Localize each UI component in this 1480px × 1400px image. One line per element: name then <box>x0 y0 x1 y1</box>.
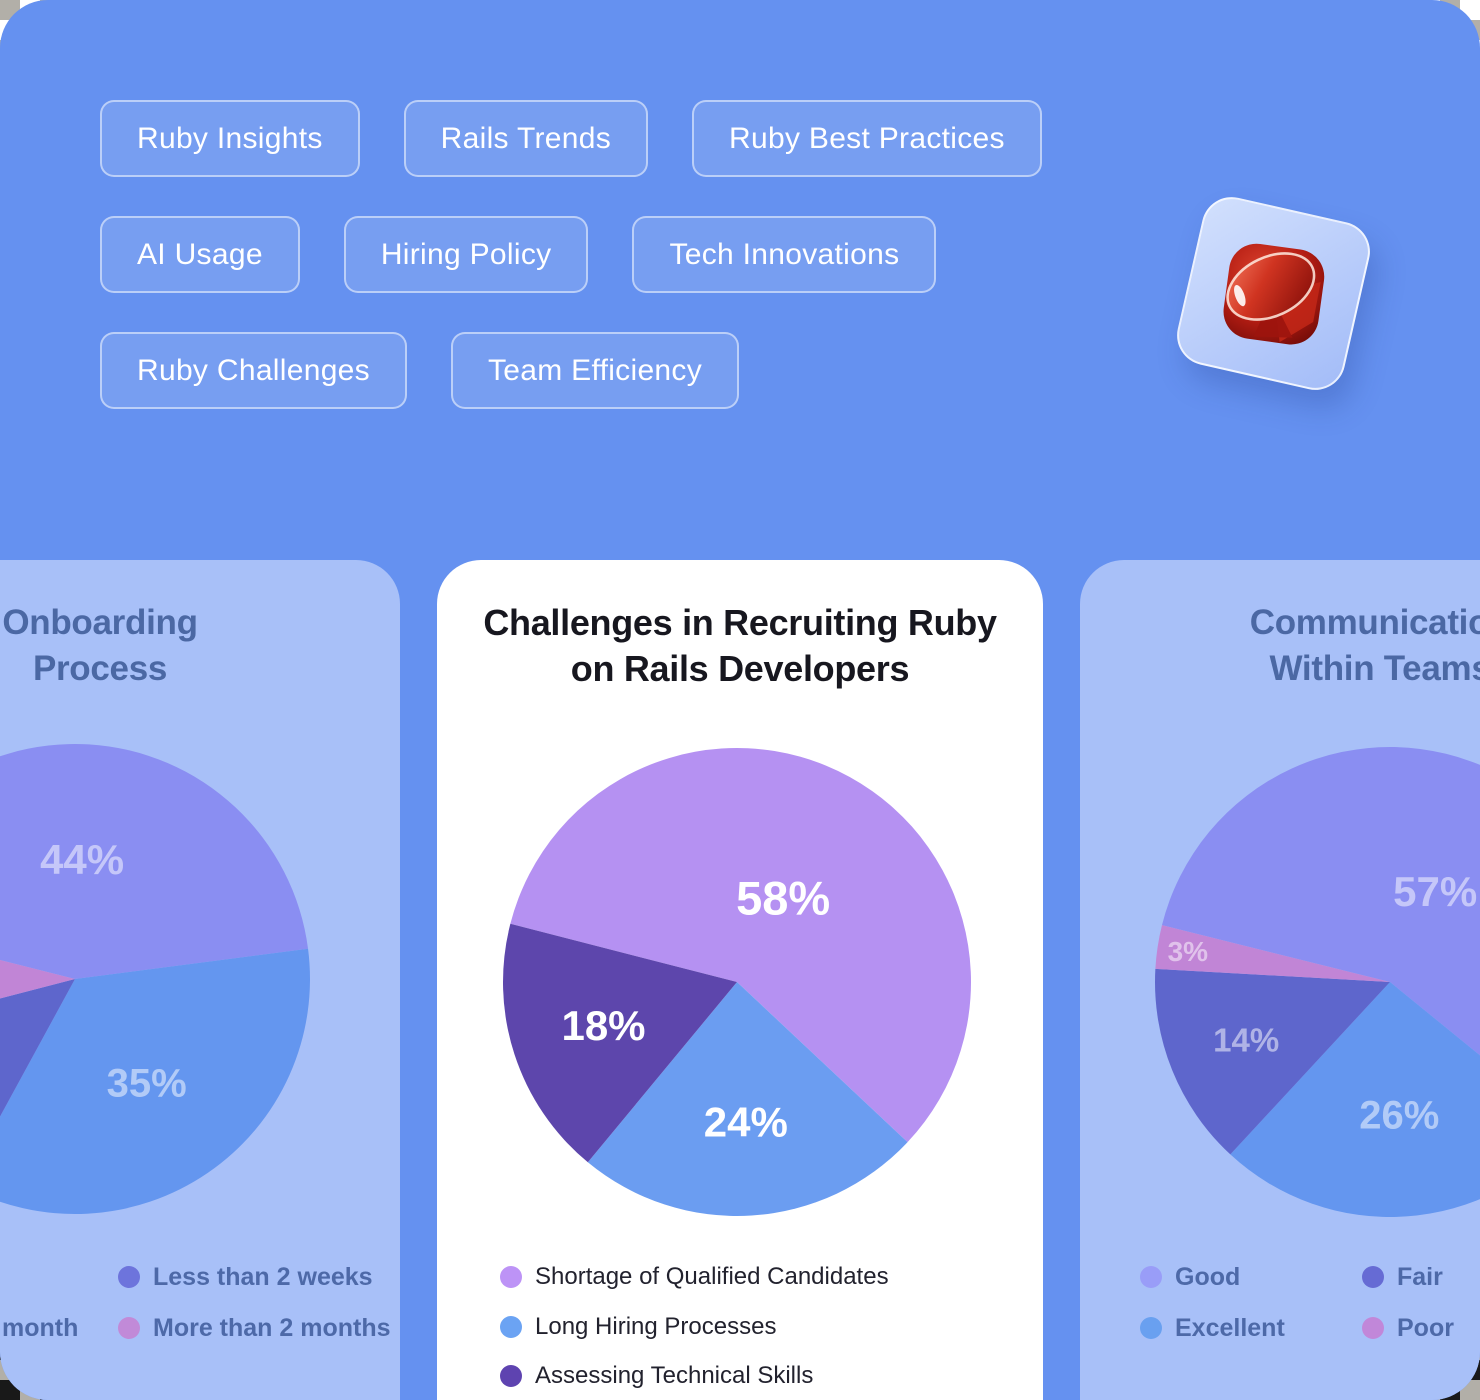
pie-chart-recruiting-challenges: 58% 24% 18% <box>502 747 971 1216</box>
pie-slice-value-label: 58% <box>736 871 830 924</box>
legend-label: month <box>2 1314 79 1342</box>
tag-chip-ruby-best-practices[interactable]: Ruby Best Practices <box>692 100 1042 177</box>
legend-item-long-hiring-processes: Long Hiring Processes <box>500 1312 776 1342</box>
legend-dot-icon <box>1362 1317 1384 1339</box>
pie-slice-segment-1 <box>0 948 310 1214</box>
card-recruiting-challenges: 58% 24% 18% Challenges in Recruiting Ruby … <box>437 560 1043 1400</box>
tag-chip-tech-innovations[interactable]: Tech Innovations <box>632 216 937 293</box>
legend-item-poor: Poor <box>1362 1313 1454 1343</box>
ruby-logo <box>1171 191 1376 396</box>
tag-chip-ruby-insights[interactable]: Ruby Insights <box>100 100 360 177</box>
legend-item-shortage-of-qualified-candidates: Shortage of Qualified Candidates <box>500 1262 889 1292</box>
pie-slice-long-hiring-processes <box>587 982 908 1216</box>
tag-row-3: Ruby Challenges Team Efficiency <box>100 332 1042 409</box>
tag-list: Ruby Insights Rails Trends Ruby Best Pract… <box>100 100 1042 448</box>
legend-label: Assessing Technical Skills <box>535 1362 814 1389</box>
legend-dot-icon <box>1140 1317 1162 1339</box>
legend-label: Good <box>1175 1263 1241 1291</box>
legend-label: Poor <box>1397 1314 1454 1342</box>
pie-slice-value-label: 14% <box>1213 1022 1279 1059</box>
pie-slice-segment-0 <box>0 744 309 979</box>
legend-dot-icon <box>1140 1266 1162 1288</box>
tag-chip-team-efficiency[interactable]: Team Efficiency <box>450 332 740 409</box>
pie-chart-onboarding: 44% 35% <box>0 744 310 1214</box>
pie-slice-value-label: 3% <box>1168 936 1209 967</box>
pie-slice-value-label: 35% <box>107 1062 187 1106</box>
tag-chip-ruby-challenges[interactable]: Ruby Challenges <box>100 332 407 409</box>
legend-item-fair: Fair <box>1362 1262 1443 1292</box>
pie-slice-value-label: 26% <box>1359 1094 1439 1138</box>
legend-label: Excellent <box>1175 1314 1285 1342</box>
ruby-gem-icon <box>1223 243 1324 344</box>
pie-slice-more-than-2-months <box>0 960 75 999</box>
pie-slice-value-label: 18% <box>561 1002 645 1049</box>
legend-item-good: Good <box>1140 1262 1240 1292</box>
tag-chip-hiring-policy[interactable]: Hiring Policy <box>343 216 589 293</box>
pie-slice-assessing-technical-skills <box>502 923 737 1163</box>
legend-item-less-than-2-weeks: Less than 2 weeks <box>118 1262 373 1292</box>
legend-item-excellent: Excellent <box>1140 1313 1285 1343</box>
legend-label: Less than 2 weeks <box>153 1263 373 1291</box>
card-title: Communication Within Teams <box>1249 603 1480 688</box>
legend-dot-icon <box>500 1316 522 1338</box>
pie-slice-value-label: 57% <box>1393 868 1477 915</box>
legend-dot-icon <box>118 1266 140 1288</box>
card-onboarding-process: 44% 35% Onboarding Process Less than 2 we… <box>0 560 400 1400</box>
card-title: Onboarding Process <box>2 603 198 688</box>
legend-item-month: month <box>0 1313 78 1343</box>
pie-slice-excellent <box>1230 982 1480 1217</box>
legend-dot-icon <box>118 1317 140 1339</box>
pie-slice-shortage-of-qualified-candidates <box>510 747 971 1143</box>
legend-dot-icon <box>500 1365 522 1387</box>
pie-slice-value-label: 44% <box>40 836 124 883</box>
legend-dot-icon <box>1362 1266 1384 1288</box>
legend-item-more-than-2-months: More than 2 months <box>118 1313 391 1343</box>
legend-label: More than 2 months <box>153 1314 391 1342</box>
legend-label: Shortage of Qualified Candidates <box>535 1263 889 1290</box>
pie-slice-value-label: 24% <box>704 1099 788 1146</box>
pie-slice-poor <box>1155 925 1390 982</box>
card-title: Challenges in Recruiting Ruby on Rails D… <box>483 602 997 689</box>
tag-row-2: AI Usage Hiring Policy Tech Innovations <box>100 216 1042 293</box>
legend-label: Long Hiring Processes <box>535 1313 777 1340</box>
card-communication-within-teams: 57% 26% 14% 3% Communication Within Teams G… <box>1080 560 1480 1400</box>
pie-chart-communication: 57% 26% 14% 3% <box>1155 747 1480 1217</box>
pie-slice-good <box>1161 747 1480 1056</box>
tag-chip-rails-trends[interactable]: Rails Trends <box>403 100 649 177</box>
tag-row-1: Ruby Insights Rails Trends Ruby Best Pract… <box>100 100 1042 177</box>
tag-chip-ai-usage[interactable]: AI Usage <box>100 216 300 293</box>
legend-item-assessing-technical-skills: Assessing Technical Skills <box>500 1361 813 1391</box>
legend-dot-icon <box>500 1266 522 1288</box>
legend-label: Fair <box>1397 1263 1443 1291</box>
pie-slice-fair <box>1155 968 1390 1155</box>
